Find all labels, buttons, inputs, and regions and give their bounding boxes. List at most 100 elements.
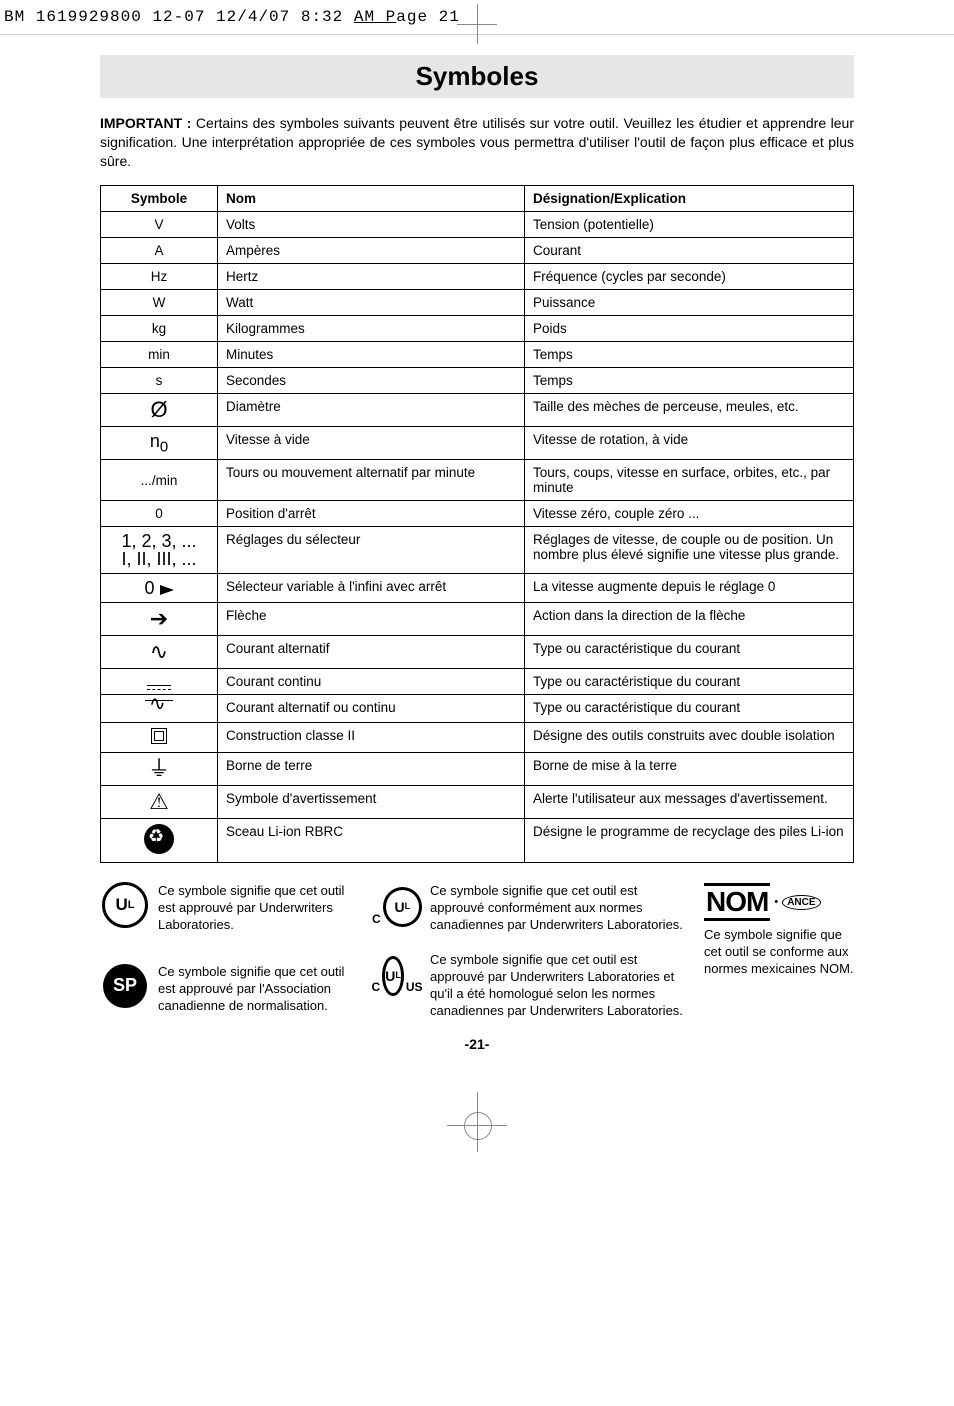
crop-mark-top-icon: [457, 4, 497, 44]
crop-header-prefix: BM 1619929800 12-07 12/4/07 8:32: [4, 8, 354, 26]
cert-col-left: UL Ce symbole signifie que cet outil est…: [100, 883, 360, 1019]
table-row: Courant continuType ou caractéristique d…: [101, 669, 854, 695]
table-row: 0Position d'arrêtVitesse zéro, couple zé…: [101, 501, 854, 527]
symbol-cell: 0: [101, 501, 218, 527]
cert-cul: CUL Ce symbole signifie que cet outil es…: [372, 883, 692, 934]
page: BM 1619929800 12-07 12/4/07 8:32 AM Page…: [0, 0, 954, 1152]
class2-icon: [151, 728, 167, 744]
nom-cell: Sélecteur variable à l'infini avec arrêt: [218, 574, 525, 603]
desc-cell: La vitesse augmente depuis le réglage 0: [525, 574, 854, 603]
table-row: ⏚Borne de terreBorne de mise à la terre: [101, 753, 854, 786]
symbol-glyph: n0: [150, 431, 168, 451]
cul-logo-icon: CUL: [372, 883, 422, 927]
symbol-cell: .../min: [101, 460, 218, 501]
cert-nom-text: Ce symbole signifie que cet outil se con…: [704, 927, 854, 978]
nom-cell: Ampères: [218, 237, 525, 263]
nom-cell: Tours ou mouvement alternatif par minute: [218, 460, 525, 501]
nom-cell: Kilogrammes: [218, 315, 525, 341]
nom-cell: Réglages du sélecteur: [218, 527, 525, 574]
nom-cell: Hertz: [218, 263, 525, 289]
crop-header: BM 1619929800 12-07 12/4/07 8:32 AM Page…: [0, 0, 954, 35]
table-row: Construction classe IIDésigne des outils…: [101, 723, 854, 753]
nom-cell: Diamètre: [218, 393, 525, 426]
table-row: .../minTours ou mouvement alternatif par…: [101, 460, 854, 501]
symbol-cell: Hz: [101, 263, 218, 289]
cert-sp-text: Ce symbole signifie que cet outil est ap…: [158, 964, 360, 1015]
symbol-cell: ∿: [101, 636, 218, 669]
desc-cell: Fréquence (cycles par seconde): [525, 263, 854, 289]
desc-cell: Type ou caractéristique du courant: [525, 636, 854, 669]
desc-cell: Puissance: [525, 289, 854, 315]
symbol-cell: [101, 819, 218, 863]
desc-cell: Taille des mèches de perceuse, meules, e…: [525, 393, 854, 426]
symbol-cell: kg: [101, 315, 218, 341]
table-row: minMinutesTemps: [101, 341, 854, 367]
table-header-row: Symbole Nom Désignation/Explication: [101, 185, 854, 211]
desc-cell: Temps: [525, 367, 854, 393]
table-row: AAmpèresCourant: [101, 237, 854, 263]
table-row: kgKilogrammesPoids: [101, 315, 854, 341]
desc-cell: Poids: [525, 315, 854, 341]
symbols-table: Symbole Nom Désignation/Explication VVol…: [100, 185, 854, 864]
table-row: 0 Sélecteur variable à l'infini avec arr…: [101, 574, 854, 603]
desc-cell: Désigne le programme de recyclage des pi…: [525, 819, 854, 863]
intro-text: Certains des symboles suivants peuvent ê…: [100, 115, 854, 169]
table-row: sSecondesTemps: [101, 367, 854, 393]
desc-cell: Désigne des outils construits avec doubl…: [525, 723, 854, 753]
content: Symbole s IMPORTANT : Certains des symbol…: [0, 35, 954, 1092]
desc-cell: Alerte l'utilisateur aux messages d'aver…: [525, 786, 854, 819]
nom-logo-icon: NOM•ANCE: [704, 883, 854, 921]
acdc-icon: [145, 700, 173, 714]
table-row: ➔FlècheAction dans la direction de la fl…: [101, 603, 854, 636]
nom-cell: Volts: [218, 211, 525, 237]
symbol-cell: min: [101, 341, 218, 367]
table-row: VVoltsTension (potentielle): [101, 211, 854, 237]
table-row: 1, 2, 3, ...I, II, III, ...Réglages du s…: [101, 527, 854, 574]
desc-cell: Type ou caractéristique du courant: [525, 695, 854, 723]
intro-paragraph: IMPORTANT : Certains des symboles suivan…: [100, 114, 854, 171]
nom-cell: Courant alternatif ou continu: [218, 695, 525, 723]
symbol-cell: ⚠: [101, 786, 218, 819]
rbrc-icon: [144, 824, 174, 854]
nom-cell: Sceau Li-ion RBRC: [218, 819, 525, 863]
cert-culus: CULUS Ce symbole signifie que cet outil …: [372, 952, 692, 1020]
nom-cell: Position d'arrêt: [218, 501, 525, 527]
desc-cell: Tours, coups, vitesse en surface, orbite…: [525, 460, 854, 501]
desc-cell: Réglages de vitesse, de couple ou de pos…: [525, 527, 854, 574]
desc-cell: Courant: [525, 237, 854, 263]
nom-cell: Courant alternatif: [218, 636, 525, 669]
symbol-cell: V: [101, 211, 218, 237]
table-row: Sceau Li-ion RBRCDésigne le programme de…: [101, 819, 854, 863]
nom-cell: Courant continu: [218, 669, 525, 695]
crop-header-underlined: AM P: [354, 8, 396, 26]
cert-col-mid: CUL Ce symbole signifie que cet outil es…: [372, 883, 692, 1019]
culus-logo-icon: CULUS: [372, 952, 422, 996]
symbol-cell: s: [101, 367, 218, 393]
table-row: WWattPuissance: [101, 289, 854, 315]
nom-cell: Construction classe II: [218, 723, 525, 753]
symbol-cell: ⏚: [101, 753, 218, 786]
page-number: -21-: [100, 1036, 854, 1052]
desc-cell: Temps: [525, 341, 854, 367]
cert-ul-text: Ce symbole signifie que cet outil est ap…: [158, 883, 360, 934]
intro-bold: IMPORTANT :: [100, 115, 191, 131]
table-row: ⚠Symbole d'avertissementAlerte l'utilisa…: [101, 786, 854, 819]
nom-cell: Flèche: [218, 603, 525, 636]
table-row: n0Vitesse à videVitesse de rotation, à v…: [101, 426, 854, 460]
dc-icon: [147, 685, 171, 686]
table-row: Courant alternatif ou continuType ou car…: [101, 695, 854, 723]
table-row: ∿ Courant alternatifType ou caractéristiq…: [101, 636, 854, 669]
symbol-glyph: Ø: [150, 397, 167, 422]
header-symbole: Symbole: [101, 185, 218, 211]
symbol-glyph: ∿: [150, 639, 168, 664]
symbol-glyph: ⚠: [149, 789, 169, 814]
header-desc: Désignation/Explication: [525, 185, 854, 211]
ul-logo-icon: UL: [100, 883, 150, 927]
desc-cell: Borne de mise à la terre: [525, 753, 854, 786]
desc-cell: Action dans la direction de la flèche: [525, 603, 854, 636]
header-nom: Nom: [218, 185, 525, 211]
symbol-cell: n0: [101, 426, 218, 460]
nom-cell: Vitesse à vide: [218, 426, 525, 460]
symbol-cell: ➔: [101, 603, 218, 636]
symbol-glyph: 0: [144, 578, 173, 598]
